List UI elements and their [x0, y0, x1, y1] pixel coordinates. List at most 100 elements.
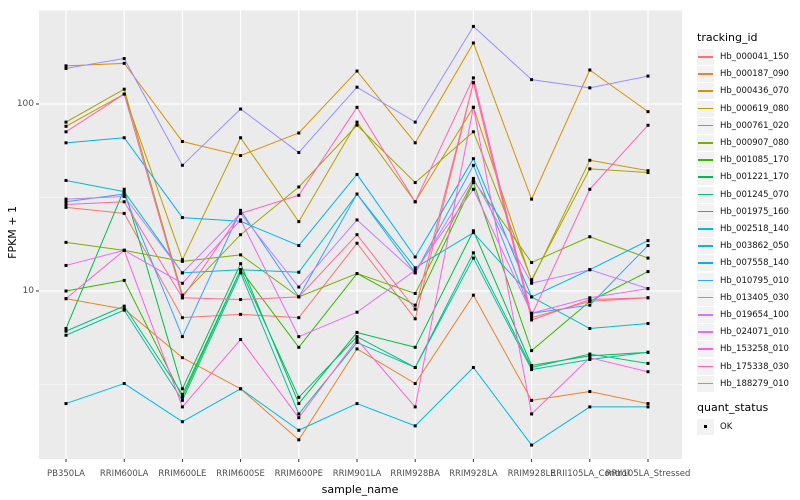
legend-line-icon [698, 228, 713, 230]
data-point [122, 192, 126, 196]
x-tick-label: PB350LA [47, 469, 85, 479]
legend-key-box [697, 169, 714, 186]
data-point [471, 178, 475, 182]
legend-line-icon [698, 159, 713, 161]
data-point [297, 416, 301, 420]
data-point [239, 208, 243, 212]
data-point [413, 317, 417, 321]
data-point [122, 200, 126, 204]
legend-item-label: Hb_000187_090 [720, 69, 789, 80]
data-point [297, 295, 301, 299]
data-point [355, 120, 359, 124]
legend-item: Hb_013405_030 [697, 289, 789, 306]
data-point [180, 293, 184, 297]
legend-item: Hb_000619_080 [697, 100, 789, 117]
data-point [297, 244, 301, 248]
legend-item-label: Hb_000761_020 [720, 120, 789, 131]
data-point [64, 66, 68, 70]
data-point [180, 316, 184, 320]
data-point [180, 271, 184, 275]
data-point [646, 350, 650, 354]
data-point [180, 405, 184, 409]
data-point [297, 151, 301, 155]
y-tick-label: 10 [22, 286, 34, 296]
data-point [239, 262, 243, 266]
data-point [646, 239, 650, 243]
data-point [588, 390, 592, 394]
legend-item-label: Hb_024071_010 [720, 327, 789, 338]
data-point [180, 140, 184, 144]
data-point [297, 185, 301, 189]
data-point [239, 271, 243, 275]
data-point [646, 296, 650, 300]
data-point [588, 298, 592, 302]
data-point [646, 405, 650, 409]
data-point [64, 124, 68, 128]
legend-item: Hb_000907_080 [697, 135, 789, 152]
legend-line-icon [698, 296, 713, 299]
legend-item: Hb_024071_010 [697, 324, 789, 341]
data-point [588, 354, 592, 358]
data-point [588, 158, 592, 162]
data-point [413, 303, 417, 307]
data-point [646, 123, 650, 127]
data-point [122, 57, 126, 61]
data-point [413, 382, 417, 386]
data-point [471, 76, 475, 80]
data-point [180, 281, 184, 285]
tracking-id-legend-title: tracking_id [697, 31, 758, 44]
data-point [64, 289, 68, 293]
data-point [530, 281, 534, 285]
quant-status-legend-title: quant_status [697, 401, 769, 414]
data-point [588, 299, 592, 303]
data-point [471, 251, 475, 255]
data-point [355, 341, 359, 345]
data-point [471, 105, 475, 109]
data-point [413, 255, 417, 259]
legend-item-label: Hb_000436_070 [720, 86, 789, 97]
data-point [413, 141, 417, 145]
data-point [588, 327, 592, 331]
legend-line-icon [698, 382, 713, 385]
data-point [122, 304, 126, 308]
data-point [122, 187, 126, 191]
data-point [471, 187, 475, 191]
data-point [64, 120, 68, 124]
data-point [355, 330, 359, 334]
data-point [355, 192, 359, 196]
data-point [413, 405, 417, 409]
legend-item: Hb_000041_150 [697, 49, 789, 66]
legend-line-icon [698, 142, 713, 144]
data-point [64, 297, 68, 301]
legend-item-label: Hb_188279_010 [720, 378, 789, 389]
legend-line-icon [698, 124, 713, 127]
data-point [180, 296, 184, 300]
data-point [588, 86, 592, 90]
x-tick-label: RRIM600LE [158, 469, 207, 479]
legend-item: Hb_175338_030 [697, 358, 789, 375]
data-point [122, 136, 126, 140]
data-point [471, 41, 475, 45]
data-point [646, 256, 650, 260]
legend-item: Hb_001085_170 [697, 152, 789, 169]
legend-key-box [697, 358, 714, 375]
data-point [64, 130, 68, 134]
data-point [646, 361, 650, 365]
legend-item: Hb_000187_090 [697, 66, 789, 83]
legend-key-box [697, 117, 714, 134]
legend-item-label: Hb_000619_080 [720, 103, 789, 114]
legend-item: Hb_001221_170 [697, 169, 789, 186]
data-point [471, 130, 475, 134]
legend-key-box [697, 203, 714, 220]
data-point [588, 405, 592, 409]
data-point [530, 311, 534, 315]
data-point [180, 395, 184, 399]
data-point [413, 291, 417, 295]
legend-key-box [697, 238, 714, 255]
data-point [588, 296, 592, 300]
data-point [239, 233, 243, 237]
data-point [471, 24, 475, 28]
data-point [355, 402, 359, 406]
legend-key-box [697, 66, 714, 83]
